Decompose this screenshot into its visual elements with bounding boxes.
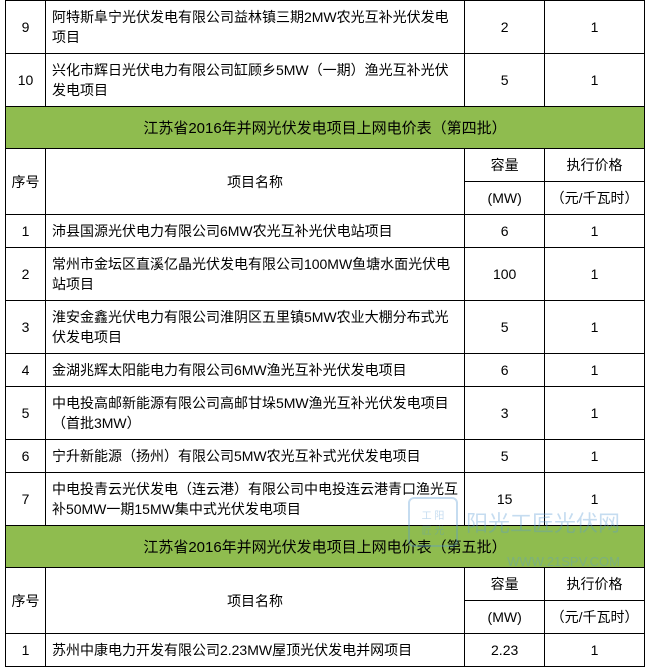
row-seq: 7 [6,473,46,526]
table-row: 5中电投高邮新能源有限公司高邮甘垛5MW渔光互补光伏发电项目（首批3MW）31 [6,387,645,440]
row-cap: 5 [465,54,545,107]
row-cap: 2 [465,1,545,54]
header-name: 项目名称 [45,149,464,215]
header-cap2: (MW) [465,182,545,215]
pricing-table: 9阿特斯阜宁光伏发电有限公司益林镇三期2MW农光互补光伏发电项目2110兴化市辉… [5,0,645,667]
section-title: 江苏省2016年并网光伏发电项目上网电价表（第四批） [6,107,645,149]
row-cap: 6 [465,215,545,248]
section-title-row: 江苏省2016年并网光伏发电项目上网电价表（第四批） [6,107,645,149]
section-title: 江苏省2016年并网光伏发电项目上网电价表（第五批） [6,526,645,568]
row-price: 1 [545,1,645,54]
table-row: 1苏州中康电力开发有限公司2.23MW屋顶光伏发电并网项目2.231 [6,634,645,667]
header-cap2: (MW) [465,601,545,634]
row-name: 淮安金鑫光伏电力有限公司淮阴区五里镇5MW农业大棚分布式光伏发电项目 [45,301,464,354]
row-seq: 4 [6,354,46,387]
table-row: 6宁升新能源（扬州）有限公司5MW农光互补式光伏发电项目51 [6,440,645,473]
row-name: 中电投青云光伏发电（连云港）有限公司中电投连云港青口渔光互补50MW一期15MW… [45,473,464,526]
row-cap: 3 [465,387,545,440]
row-price: 1 [545,354,645,387]
row-name: 常州市金坛区直溪亿晶光伏发电有限公司100MW鱼塘水面光伏电站项目 [45,248,464,301]
row-seq: 1 [6,215,46,248]
row-name: 宁升新能源（扬州）有限公司5MW农光互补式光伏发电项目 [45,440,464,473]
table-row: 3淮安金鑫光伏电力有限公司淮阴区五里镇5MW农业大棚分布式光伏发电项目51 [6,301,645,354]
row-seq: 5 [6,387,46,440]
header-price2: （元/千瓦时） [545,601,645,634]
row-price: 1 [545,301,645,354]
row-price: 1 [545,634,645,667]
row-cap: 5 [465,440,545,473]
table-row: 4金湖兆辉太阳能电力有限公司6MW渔光互补光伏发电项目61 [6,354,645,387]
table-row: 2常州市金坛区直溪亿晶光伏发电有限公司100MW鱼塘水面光伏电站项目1001 [6,248,645,301]
row-price: 1 [545,248,645,301]
row-price: 1 [545,215,645,248]
row-name: 兴化市辉日光伏电力有限公司缸顾乡5MW（一期）渔光互补光伏发电项目 [45,54,464,107]
row-name: 沛县国源光伏电力有限公司6MW农光互补光伏电站项目 [45,215,464,248]
header-cap1: 容量 [465,149,545,182]
row-price: 1 [545,54,645,107]
header-price1: 执行价格 [545,149,645,182]
row-cap: 100 [465,248,545,301]
row-name: 苏州中康电力开发有限公司2.23MW屋顶光伏发电并网项目 [45,634,464,667]
header-seq: 序号 [6,149,46,215]
row-seq: 6 [6,440,46,473]
header-seq: 序号 [6,568,46,634]
row-cap: 15 [465,473,545,526]
section-title-row: 江苏省2016年并网光伏发电项目上网电价表（第五批） [6,526,645,568]
row-seq: 2 [6,248,46,301]
table-row: 9阿特斯阜宁光伏发电有限公司益林镇三期2MW农光互补光伏发电项目21 [6,1,645,54]
row-price: 1 [545,473,645,526]
header-row-1: 序号项目名称容量执行价格 [6,568,645,601]
row-seq: 1 [6,634,46,667]
row-cap: 2.23 [465,634,545,667]
row-price: 1 [545,440,645,473]
row-cap: 6 [465,354,545,387]
header-name: 项目名称 [45,568,464,634]
header-row-1: 序号项目名称容量执行价格 [6,149,645,182]
table-row: 7中电投青云光伏发电（连云港）有限公司中电投连云港青口渔光互补50MW一期15M… [6,473,645,526]
header-price2: （元/千瓦时） [545,182,645,215]
row-name: 中电投高邮新能源有限公司高邮甘垛5MW渔光互补光伏发电项目（首批3MW） [45,387,464,440]
table-row: 1沛县国源光伏电力有限公司6MW农光互补光伏电站项目61 [6,215,645,248]
row-name: 阿特斯阜宁光伏发电有限公司益林镇三期2MW农光互补光伏发电项目 [45,1,464,54]
row-name: 金湖兆辉太阳能电力有限公司6MW渔光互补光伏发电项目 [45,354,464,387]
header-price1: 执行价格 [545,568,645,601]
row-seq: 3 [6,301,46,354]
row-seq: 9 [6,1,46,54]
table-row: 10兴化市辉日光伏电力有限公司缸顾乡5MW（一期）渔光互补光伏发电项目51 [6,54,645,107]
row-seq: 10 [6,54,46,107]
row-cap: 5 [465,301,545,354]
row-price: 1 [545,387,645,440]
header-cap1: 容量 [465,568,545,601]
